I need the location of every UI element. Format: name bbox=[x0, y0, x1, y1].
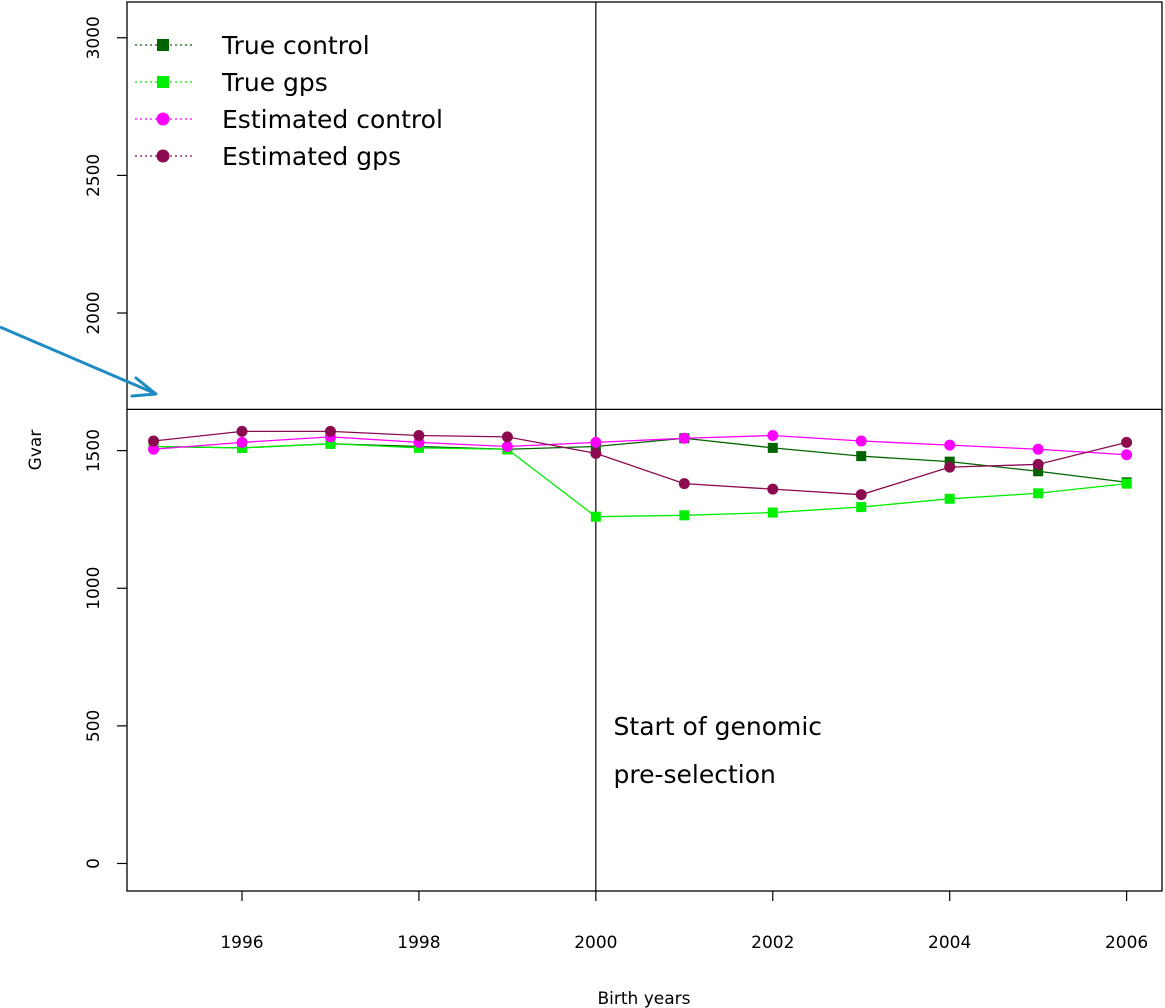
data-point bbox=[1121, 478, 1132, 489]
legend-label: Estimated gps bbox=[222, 142, 401, 171]
x-tick-label: 2004 bbox=[928, 933, 971, 953]
y-tick-label: 500 bbox=[84, 710, 104, 742]
y-tick-label: 3000 bbox=[84, 16, 104, 59]
legend-label: True control bbox=[221, 31, 370, 60]
data-point bbox=[856, 451, 867, 462]
data-point bbox=[1033, 466, 1044, 477]
data-point bbox=[237, 442, 247, 453]
y-tick-label: 0 bbox=[84, 858, 104, 869]
data-point bbox=[413, 442, 424, 453]
y-tick-label: 2000 bbox=[84, 291, 104, 334]
annotation-line-0: Start of genomic bbox=[614, 712, 823, 741]
series-group bbox=[148, 425, 1133, 522]
data-point bbox=[590, 511, 601, 522]
legend-label: True gps bbox=[221, 68, 328, 97]
data-point bbox=[767, 483, 779, 495]
x-tick-label: 1996 bbox=[220, 933, 263, 953]
data-point bbox=[767, 429, 779, 441]
data-point bbox=[590, 436, 602, 448]
data-point bbox=[855, 435, 867, 447]
x-tick-label: 2002 bbox=[751, 933, 794, 953]
data-point bbox=[678, 478, 690, 490]
arrow-head bbox=[130, 376, 158, 398]
data-point bbox=[1032, 443, 1044, 455]
data-point bbox=[767, 442, 778, 453]
data-point bbox=[855, 489, 867, 501]
data-point bbox=[944, 439, 956, 451]
legend: True control True gps Estimated control Est… bbox=[135, 31, 443, 171]
data-point bbox=[1121, 436, 1133, 448]
data-point bbox=[1121, 449, 1133, 461]
data-point bbox=[679, 510, 690, 521]
data-point bbox=[148, 443, 160, 455]
data-point bbox=[678, 432, 690, 444]
data-point bbox=[944, 493, 955, 504]
data-point bbox=[501, 441, 513, 452]
data-point bbox=[324, 425, 336, 437]
data-point bbox=[856, 502, 867, 513]
legend-marker bbox=[156, 149, 170, 163]
data-point bbox=[148, 435, 160, 447]
x-tick-label: 2006 bbox=[1105, 933, 1148, 953]
data-point bbox=[944, 456, 955, 467]
y-tick-label: 1500 bbox=[84, 429, 104, 472]
data-point bbox=[236, 425, 248, 437]
y-axis-title: Gvar bbox=[26, 430, 46, 471]
series-line bbox=[153, 434, 1127, 456]
data-point bbox=[590, 447, 602, 459]
data-point bbox=[413, 429, 425, 441]
axis-ticks: 1996 1998 2000 2002 2004 2006 0 500 1000 1500 2000… bbox=[84, 16, 1148, 953]
series-3 bbox=[148, 425, 1133, 501]
x-axis-title: Birth years bbox=[597, 989, 690, 1008]
arrow-shaft bbox=[0, 325, 155, 395]
legend-label: Estimated control bbox=[222, 105, 443, 134]
data-point bbox=[325, 438, 336, 449]
series-2 bbox=[148, 429, 1133, 461]
x-tick-label: 1998 bbox=[397, 933, 440, 953]
series-line bbox=[153, 430, 1127, 496]
x-tick-label: 2000 bbox=[574, 933, 617, 953]
series-1 bbox=[148, 438, 1132, 522]
series-0 bbox=[148, 433, 1132, 488]
legend-marker bbox=[157, 39, 169, 51]
y-tick-label: 2500 bbox=[84, 154, 104, 197]
annotation: Start of genomic pre-selection bbox=[614, 712, 823, 789]
arrow-annotation bbox=[0, 325, 158, 398]
series-line bbox=[153, 443, 1127, 518]
plot-frame bbox=[126, 1, 1163, 892]
legend-marker bbox=[156, 112, 170, 126]
data-point bbox=[1033, 488, 1044, 499]
data-point bbox=[1032, 458, 1044, 470]
legend-marker bbox=[157, 76, 169, 88]
data-point bbox=[236, 436, 248, 448]
data-point bbox=[501, 431, 513, 443]
data-point bbox=[944, 461, 956, 473]
data-point bbox=[767, 507, 778, 518]
annotation-line-1: pre-selection bbox=[614, 760, 776, 789]
y-tick-label: 1000 bbox=[84, 567, 104, 610]
